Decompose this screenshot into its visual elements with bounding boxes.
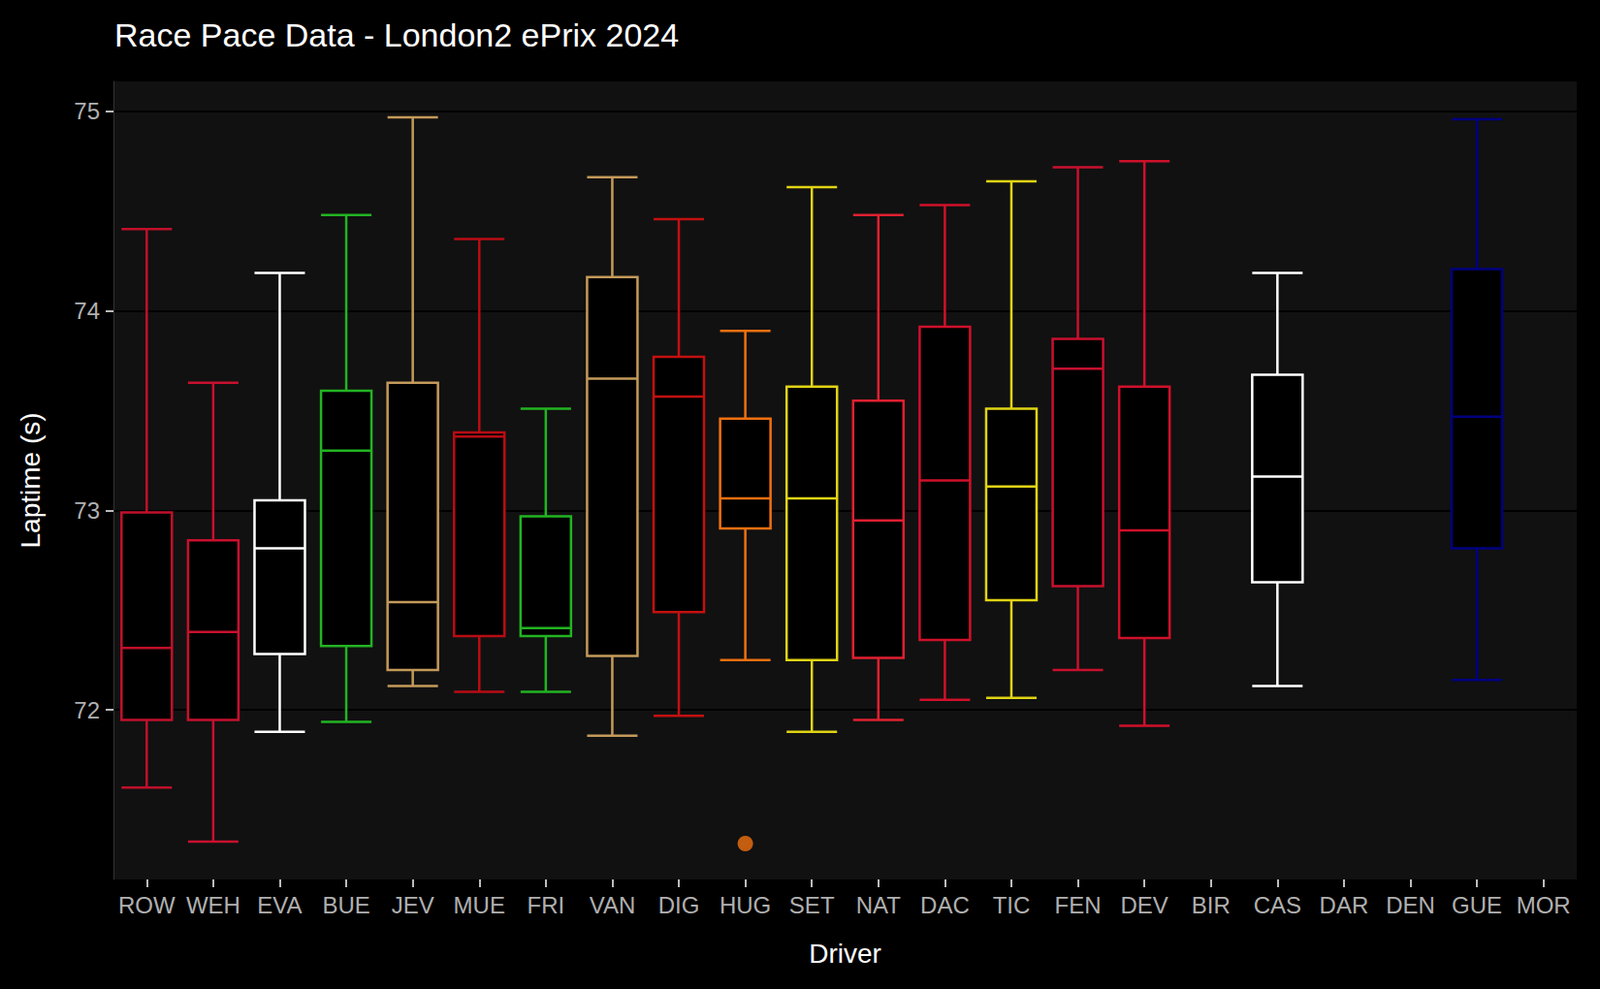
svg-text:MOR: MOR: [1516, 892, 1571, 919]
svg-text:ROW: ROW: [118, 892, 176, 919]
svg-text:FRI: FRI: [527, 892, 566, 919]
svg-text:SET: SET: [789, 892, 835, 919]
svg-text:VAN: VAN: [589, 892, 637, 919]
svg-text:TIC: TIC: [992, 892, 1031, 919]
svg-text:74: 74: [73, 297, 100, 324]
svg-text:Laptime (s): Laptime (s): [15, 412, 46, 548]
svg-text:BUE: BUE: [321, 892, 370, 919]
svg-text:75: 75: [73, 97, 100, 125]
svg-text:Race Pace Data - London2 ePrix: Race Pace Data - London2 ePrix 2024: [114, 16, 679, 54]
svg-text:WEH: WEH: [186, 892, 241, 919]
svg-text:DEN: DEN: [1385, 892, 1436, 919]
svg-text:MUE: MUE: [453, 892, 506, 919]
svg-text:JEV: JEV: [391, 892, 435, 919]
svg-text:HUG: HUG: [719, 892, 771, 919]
svg-text:DEV: DEV: [1120, 892, 1168, 919]
svg-text:DAR: DAR: [1319, 892, 1370, 919]
svg-text:EVA: EVA: [256, 892, 302, 919]
svg-text:NAT: NAT: [856, 892, 902, 919]
svg-text:72: 72: [73, 697, 100, 724]
svg-text:73: 73: [73, 497, 100, 524]
svg-text:Driver: Driver: [808, 938, 882, 969]
svg-text:BIR: BIR: [1191, 892, 1231, 919]
svg-text:GUE: GUE: [1451, 892, 1503, 919]
svg-text:FEN: FEN: [1055, 892, 1102, 919]
svg-text:DAC: DAC: [920, 892, 970, 919]
svg-text:CAS: CAS: [1253, 892, 1302, 919]
svg-text:DIG: DIG: [658, 892, 701, 919]
